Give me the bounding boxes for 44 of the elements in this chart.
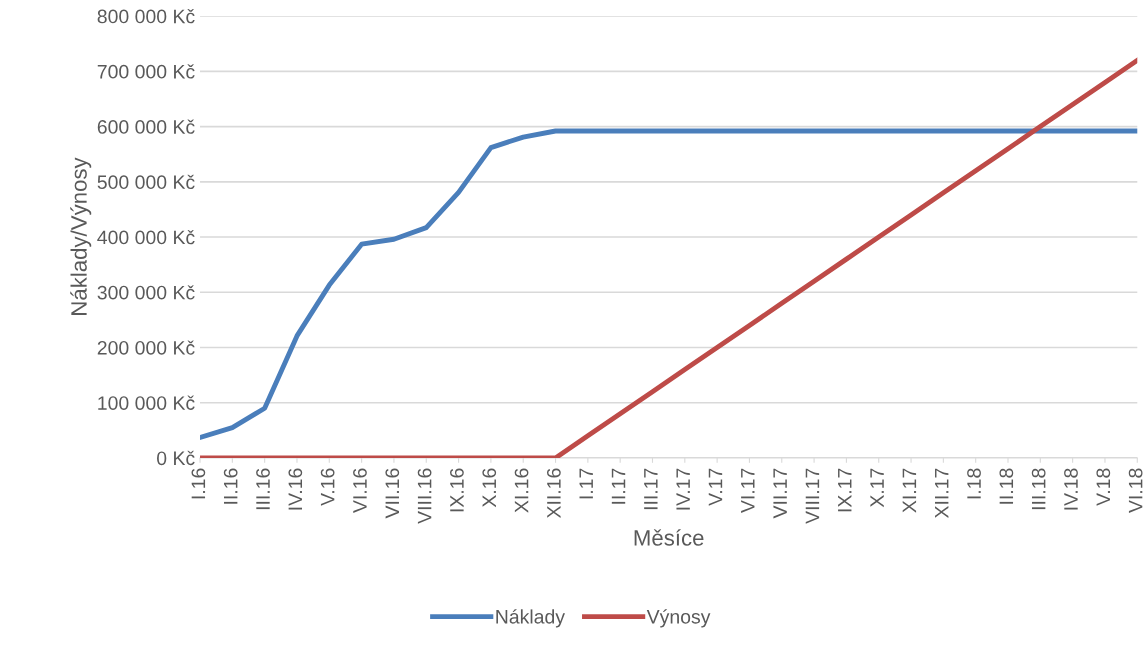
x-tick-label: III.16 (256, 468, 270, 510)
y-axis-title: Náklady/Výnosy (70, 157, 92, 315)
x-tick-label: III.17 (644, 468, 658, 510)
x-axis-title: Měsíce (634, 529, 704, 546)
y-tick-label: 700 000 Kč (97, 64, 195, 79)
x-tick-label: II.16 (223, 468, 238, 504)
x-tick-label: X.17 (870, 468, 884, 508)
x-tick-label: VII.17 (773, 468, 787, 519)
x-tick-label: V.16 (320, 468, 335, 506)
y-tick-label: 400 000 Kč (97, 229, 195, 245)
y-tick-label: 800 000 Kč (97, 9, 195, 24)
x-tick-label: VIII.17 (805, 468, 820, 524)
y-tick-label: 0 Kč (157, 450, 195, 466)
line-series (200, 128, 1138, 440)
x-tick-label: I.17 (579, 468, 593, 499)
x-tick-label: VIII.16 (417, 468, 432, 524)
y-tick-label: 500 000 Kč (97, 174, 195, 190)
x-tick-label: VII.16 (385, 468, 400, 519)
legend-label: Náklady (496, 609, 565, 628)
x-tick-label: II.18 (999, 468, 1014, 504)
x-tick-label: I.16 (191, 468, 206, 499)
x-tick-label: X.16 (482, 468, 497, 508)
x-tick-label: IX.17 (838, 468, 852, 512)
x-tick-label: V.18 (1096, 468, 1111, 506)
x-tick-label: IV.16 (288, 468, 303, 510)
x-tick-label: VI.17 (741, 468, 755, 513)
x-tick-label: XII.16 (546, 468, 561, 519)
x-tick-label: VI.18 (1128, 468, 1143, 513)
x-tick-label: XII.17 (935, 468, 949, 519)
x-tick-label: VI.16 (353, 468, 367, 513)
x-tick-label: V.17 (708, 468, 723, 506)
legend-label: Výnosy (646, 609, 711, 628)
y-tick-label: 300 000 Kč (97, 285, 195, 300)
x-tick-label: IV.17 (676, 468, 690, 510)
x-tick-label: XI.16 (514, 468, 529, 513)
x-tick-label: IX.16 (450, 468, 464, 512)
y-tick-label: 200 000 Kč (97, 340, 195, 355)
y-tick-label: 600 000 Kč (97, 119, 195, 134)
x-tick-label: I.18 (967, 468, 981, 499)
x-tick-label: III.18 (1031, 468, 1046, 510)
x-tick-label: XI.17 (902, 468, 917, 513)
y-tick-label: 100 000 Kč (98, 395, 195, 410)
x-tick-label: II.17 (611, 468, 626, 504)
x-tick-label: IV.18 (1064, 468, 1078, 510)
